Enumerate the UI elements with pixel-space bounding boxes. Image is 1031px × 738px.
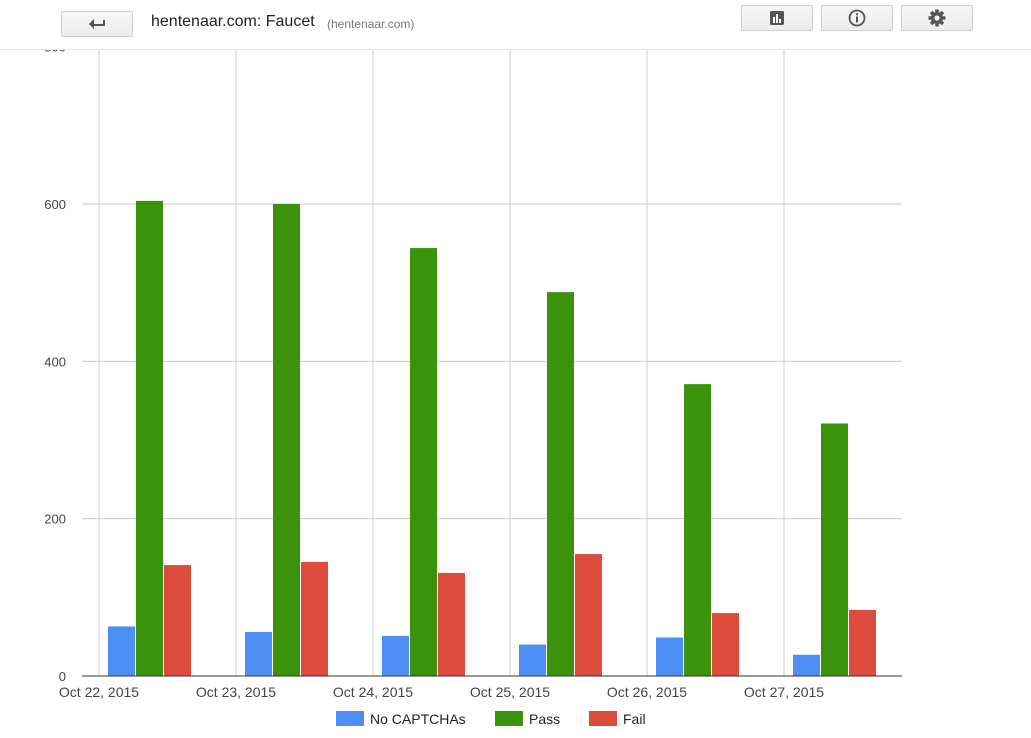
x-tick-label: Oct 22, 2015 [59,684,139,700]
y-tick-label: 0 [59,669,66,684]
bar-pass[interactable] [410,248,437,676]
y-tick-label: 200 [44,512,66,527]
chart-button[interactable] [741,5,813,31]
x-tick-label: Oct 27, 2015 [744,684,824,700]
grid-lines [82,46,902,676]
bars [108,200,876,676]
bar-no-captchas[interactable] [108,626,135,676]
bar-chart-icon [770,11,784,25]
legend-swatch [589,711,617,726]
bar-pass[interactable] [821,423,848,676]
bar-fail[interactable] [712,613,739,676]
legend-item-no-captchas[interactable]: No CAPTCHAs [336,711,466,727]
y-tick-label: 600 [44,197,66,212]
x-tick-label: Oct 26, 2015 [607,684,687,700]
bar-pass[interactable] [136,200,163,676]
legend-label: Pass [529,711,560,727]
bar-no-captchas[interactable] [793,654,820,676]
legend-item-fail[interactable]: Fail [589,711,646,727]
bar-pass[interactable] [684,384,711,676]
info-icon [848,9,866,27]
bar-no-captchas[interactable] [382,635,409,676]
back-button[interactable] [61,11,133,37]
legend-label: Fail [623,711,646,727]
bar-no-captchas[interactable] [519,644,546,676]
header-bar: hentenaar.com: Faucet (hentenaar.com) [0,0,1031,50]
bar-no-captchas[interactable] [656,637,683,676]
page-title: hentenaar.com: Faucet [151,13,315,30]
x-tick-label: Oct 23, 2015 [196,684,276,700]
bar-pass[interactable] [547,292,574,676]
legend-swatch [495,711,523,726]
bar-fail[interactable] [849,609,876,676]
legend-swatch [336,711,364,726]
settings-button[interactable] [901,5,973,31]
info-button[interactable] [821,5,893,31]
y-tick-label: 400 [44,354,66,369]
bar-pass[interactable] [273,204,300,676]
back-arrow-icon [89,19,105,29]
page-subtitle: (hentenaar.com) [327,17,415,31]
bar-fail[interactable] [301,561,328,676]
bar-no-captchas[interactable] [245,631,272,676]
legend[interactable]: No CAPTCHAs Pass Fail [336,711,646,727]
x-tick-label: Oct 25, 2015 [470,684,550,700]
x-tick-label: Oct 24, 2015 [333,684,413,700]
legend-item-pass[interactable]: Pass [495,711,560,727]
legend-label: No CAPTCHAs [370,711,466,727]
bar-fail[interactable] [164,565,191,676]
bar-fail[interactable] [575,554,602,676]
gear-icon [928,9,946,27]
bar-fail[interactable] [438,572,465,676]
